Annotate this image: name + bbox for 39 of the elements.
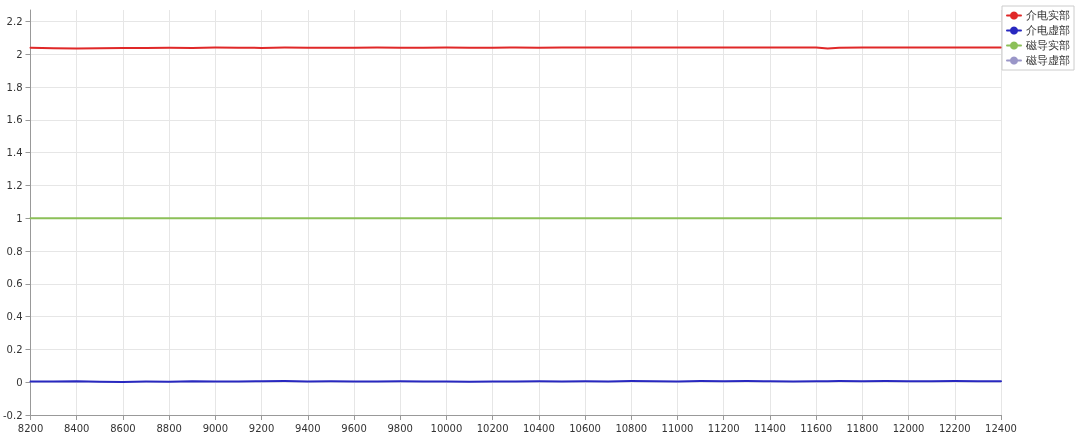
y-tick-label: 0.4: [6, 311, 23, 323]
y-tick-label: 0: [16, 376, 23, 388]
y-tick-label: 1: [16, 212, 23, 224]
x-tick-label: 8600: [110, 422, 136, 434]
x-tick-label: 9600: [341, 422, 367, 434]
y-tick-label: 0.8: [6, 245, 23, 257]
x-tick-label: 12000: [892, 422, 925, 434]
legend-label: 磁导虚部: [1025, 54, 1070, 67]
y-tick-label: 2: [16, 48, 23, 60]
x-tick-label: 9800: [387, 422, 413, 434]
x-tick-label: 10200: [476, 422, 509, 434]
x-tick-label: 9400: [295, 422, 321, 434]
x-tick-label: 9000: [202, 422, 229, 434]
y-tick-label: 1.8: [6, 81, 23, 93]
x-tick-label: 10600: [569, 422, 601, 434]
x-tick-label: 11800: [846, 422, 879, 434]
y-tick-label: -0.2: [3, 409, 23, 421]
x-tick-label: 10000: [430, 422, 463, 434]
x-tick-label: 12400: [985, 422, 1017, 434]
y-tick-label: 2.2: [6, 15, 23, 27]
x-tick-label: 11400: [754, 422, 786, 434]
x-tick-label: 8800: [156, 422, 182, 434]
legend-label: 介电虚部: [1026, 24, 1070, 37]
x-tick-label: 10800: [615, 422, 648, 434]
x-tick-label: 10400: [522, 422, 555, 434]
x-tick-label: 8400: [64, 422, 90, 434]
y-tick-label: 1.2: [6, 179, 23, 191]
x-tick-label: 9200: [248, 422, 275, 434]
x-tick-label: 8200: [17, 422, 44, 434]
x-tick-label: 12200: [938, 422, 971, 434]
legend-label: 介电实部: [1026, 9, 1070, 22]
y-tick-label: 1.6: [6, 114, 23, 126]
legend-label: 磁导实部: [1025, 39, 1070, 52]
x-tick-label: 11200: [707, 422, 740, 434]
y-tick-label: 0.6: [6, 278, 23, 290]
x-tick-label: 11600: [800, 422, 833, 434]
x-tick-label: 11000: [661, 422, 694, 434]
y-tick-label: 1.4: [6, 147, 23, 159]
y-tick-label: 0.2: [6, 343, 23, 355]
